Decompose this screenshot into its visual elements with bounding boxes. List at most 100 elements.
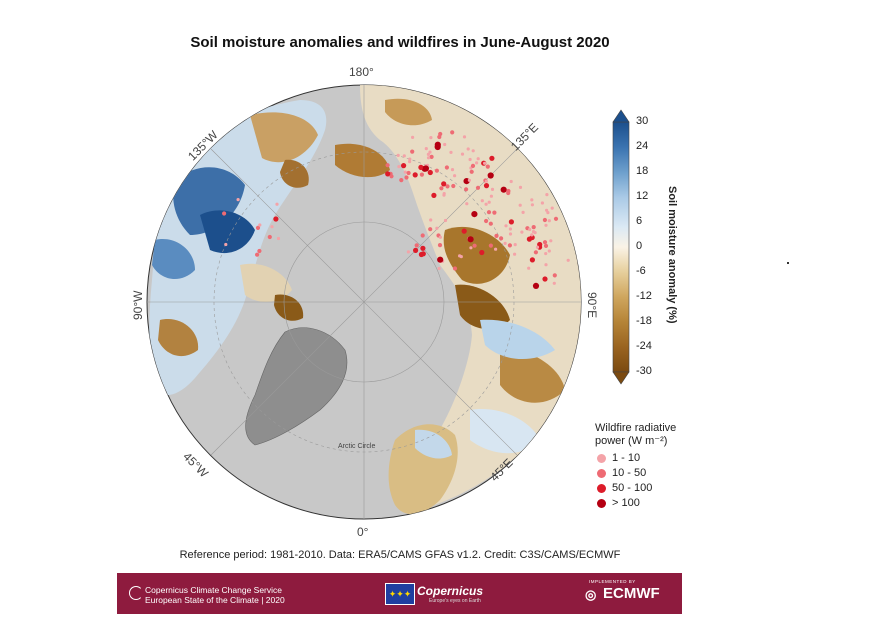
colorbar-tick-label: 30: [636, 115, 649, 127]
wildfire-point: [549, 239, 553, 243]
wildfire-point: [540, 201, 545, 205]
wildfire-point: [469, 169, 474, 174]
wildfire-point: [444, 165, 449, 170]
wildfire-point: [459, 255, 463, 259]
colorbar-tick-label: -24: [636, 340, 652, 352]
legend-swatch: [597, 468, 606, 478]
wildfire-point: [413, 247, 419, 253]
wildfire-point: [424, 147, 428, 151]
wildfire-point: [435, 226, 439, 230]
wildfire-point: [483, 161, 487, 165]
wildfire-point: [273, 216, 279, 222]
wildfire-point: [431, 192, 437, 198]
wildfire-point: [460, 152, 465, 156]
wildfire-point: [521, 210, 525, 214]
wildfire-point: [518, 185, 523, 189]
wildfire-point: [397, 165, 401, 169]
wildfire-point: [508, 219, 514, 225]
wildfire-point: [528, 227, 532, 232]
wildfire-point: [418, 251, 424, 258]
wildfire-point: [422, 165, 429, 172]
wildfire-point: [484, 179, 488, 183]
wildfire-point: [438, 235, 442, 239]
wildfire-point: [507, 243, 512, 248]
wildfire-point: [476, 157, 480, 161]
wildfire-point: [471, 149, 475, 153]
wildfire-point: [480, 199, 484, 203]
wildfire-point: [487, 172, 494, 179]
wildfire-point: [420, 245, 426, 251]
wildfire-point: [385, 171, 391, 177]
wildfire-point: [566, 258, 570, 262]
north-america-dry-patch: [158, 319, 199, 357]
wildfire-point: [500, 186, 507, 193]
wildfire-point: [419, 172, 424, 177]
lon-label-0: 0°: [357, 525, 369, 539]
wildfire-point: [542, 217, 548, 223]
wildfire-point: [530, 203, 535, 207]
legend-label: 1 - 10: [612, 452, 641, 464]
wildfire-point: [479, 249, 485, 256]
graticule: [147, 85, 581, 519]
wildfire-point: [544, 263, 548, 267]
wildfire-point: [533, 231, 537, 235]
legend-swatch: [597, 453, 606, 463]
wildfire-point: [530, 198, 534, 202]
wildfire-point: [255, 225, 261, 230]
wildfire-point: [439, 186, 444, 191]
wildfire-point: [489, 194, 493, 198]
wildfire-point: [429, 218, 433, 222]
wildfire-point: [532, 282, 540, 289]
wildfire-point: [451, 183, 456, 189]
legend-swatch: [597, 483, 606, 493]
wildfire-point: [258, 223, 262, 227]
colorbar-title: Soil moisture anomaly (%): [666, 186, 678, 324]
footer-banner: Copernicus Climate Change Service Europe…: [117, 573, 682, 614]
wildfire-point: [527, 266, 531, 270]
wildfire-point: [437, 243, 443, 248]
wildfire-point: [429, 136, 433, 140]
colorbar-tick-label: -12: [636, 290, 652, 302]
wildfire-point: [437, 266, 441, 271]
wildfire-point: [547, 249, 551, 253]
ecmwf-logo-icon: ◎: [585, 587, 597, 602]
wildfire-point: [276, 236, 281, 241]
wildfire-point: [410, 149, 415, 154]
lon-label-135e: 135°E: [508, 120, 541, 153]
eurasia-dry-patch: [443, 226, 510, 284]
wildfire-point: [449, 150, 453, 154]
lon-label-90e: 90°E: [585, 292, 599, 318]
arctic-islands: [240, 263, 292, 302]
wildfire-point: [483, 183, 490, 189]
wildfire-point: [535, 245, 540, 249]
colorbar-tick-label: -18: [636, 315, 652, 327]
wildfire-point: [472, 243, 477, 248]
wildfire-point: [484, 218, 489, 224]
copernicus-logo: Copernicus: [417, 584, 484, 598]
legend-item-50-100: 50 - 100: [597, 482, 652, 494]
wildfire-point: [545, 193, 549, 197]
wildfire-point: [542, 240, 548, 245]
wildfire-legend-title: Wildfire radiative power (W m⁻²): [595, 422, 676, 448]
wildfire-point: [441, 181, 447, 187]
wildfire-point: [466, 147, 470, 151]
wildfire-point: [453, 174, 457, 178]
lon-label-180: 180°: [349, 65, 374, 79]
ecmwf-implemented-by: IMPLEMENTED BY: [589, 579, 636, 584]
wildfire-legend-title-line2: power (W m⁻²): [595, 435, 668, 447]
wildfire-point: [427, 169, 433, 176]
wildfire-point: [490, 187, 495, 191]
eurasia-dry-patch: [500, 345, 565, 403]
wildfire-point: [411, 135, 415, 139]
siberia-dry-patch: [335, 143, 390, 178]
wildfire-point: [552, 281, 556, 285]
c3s-logo-icon: [129, 586, 143, 600]
wildfire-point: [462, 135, 467, 139]
greenland: [245, 327, 348, 446]
wildfire-point: [529, 257, 536, 263]
wildfire-point: [275, 202, 279, 206]
wildfire-point: [471, 211, 478, 218]
wildfire-point: [414, 243, 419, 248]
colorbar-tick-label: 6: [636, 215, 643, 227]
